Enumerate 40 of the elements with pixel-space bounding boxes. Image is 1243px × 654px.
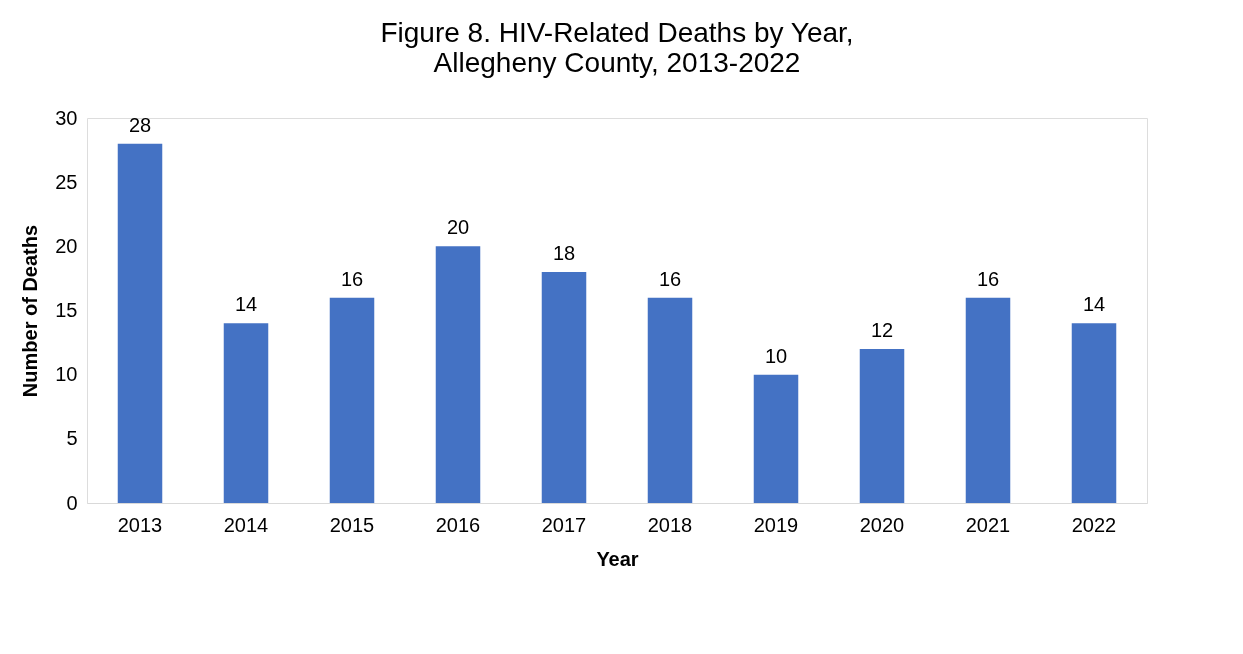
bar	[859, 349, 905, 503]
x-tick-label: 2019	[753, 513, 799, 536]
x-tick-label: 2021	[965, 513, 1011, 536]
x-axis-title: Year	[596, 547, 639, 570]
bar	[647, 297, 693, 503]
x-tick-label: 2014	[223, 513, 269, 536]
data-label: 16	[658, 267, 682, 290]
x-tick-label: 2016	[435, 513, 481, 536]
x-tick-label: 2013	[117, 513, 163, 536]
bar	[223, 323, 269, 503]
y-axis-title: Number of Deaths	[19, 224, 42, 398]
y-tick-label: 5	[66, 427, 78, 450]
data-label: 14	[1082, 293, 1106, 316]
bar	[541, 272, 587, 503]
y-tick-label: 25	[55, 170, 78, 193]
y-tick-label: 15	[55, 299, 78, 321]
bar	[435, 246, 481, 503]
data-label: 16	[340, 267, 364, 290]
y-tick-label: 0	[66, 491, 78, 514]
data-label: 14	[234, 293, 258, 316]
y-tick-label: 10	[55, 363, 78, 386]
bar	[965, 297, 1011, 503]
x-tick-label: 2015	[329, 513, 375, 536]
x-tick-label: 2020	[859, 513, 905, 536]
bar	[329, 297, 375, 503]
chart-title: Figure 8. HIV-Related Deaths by Year, Allegheny County, 2013-2022	[380, 17, 854, 78]
data-label: 12	[870, 319, 894, 341]
data-label: 10	[764, 344, 788, 367]
bar	[117, 143, 163, 503]
y-tick-label: 20	[55, 234, 78, 257]
x-tick-label: 2022	[1071, 513, 1117, 536]
data-label: 28	[128, 113, 152, 136]
data-label: 18	[552, 242, 576, 264]
y-tick-label: 30	[55, 106, 78, 129]
x-tick-label: 2018	[647, 513, 693, 536]
x-tick-label: 2017	[541, 513, 587, 536]
bar	[753, 374, 799, 503]
data-label: 20	[446, 216, 470, 239]
bar	[1071, 323, 1117, 503]
data-label: 16	[976, 267, 1000, 290]
